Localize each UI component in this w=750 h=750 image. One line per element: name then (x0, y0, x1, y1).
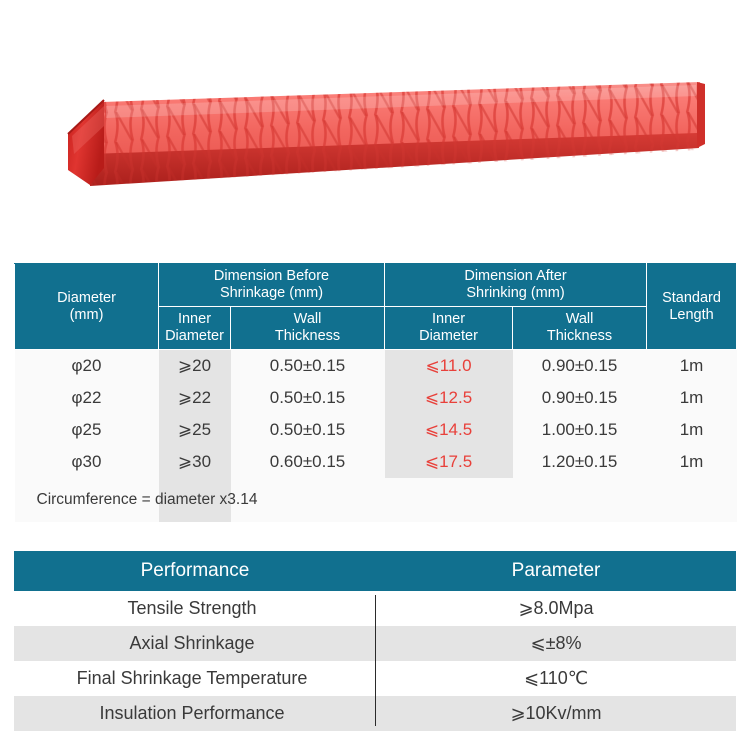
header-performance: Performance (14, 551, 376, 591)
cell-diameter: φ20 (14, 349, 159, 383)
table-row: φ22 ⩾22 0.50±0.15 ⩽12.5 0.90±0.15 1m (14, 382, 737, 415)
list-item: Insulation Performance ⩾10Kv/mm (14, 696, 736, 731)
table-row: φ20 ⩾20 0.50±0.15 ⩽11.0 0.90±0.15 1m (14, 349, 737, 383)
header-dimension-before: Dimension Before Shrinkage (mm) (157, 262, 386, 308)
perf-header-row: Performance Parameter (14, 551, 736, 591)
header-standard-length-line1: Standard (662, 289, 721, 306)
cell-diameter: φ25 (14, 414, 159, 447)
header-diameter-line1: Diameter (57, 289, 116, 306)
cell-wall-before: 0.50±0.15 (230, 414, 385, 447)
table-row: φ25 ⩾25 0.50±0.15 ⩽14.5 1.00±0.15 1m (14, 414, 737, 447)
cell-diameter: φ30 (14, 446, 159, 479)
header-wall-thickness-after: Wall Thickness (512, 306, 648, 351)
heat-shrink-tube-photo (60, 58, 710, 203)
note-filler-3 (512, 478, 647, 523)
note-text: Circumference = diameter x3.14 (14, 478, 257, 523)
cell-inner-before: ⩾30 (158, 446, 231, 479)
perf-value: ⩽110℃ (376, 661, 736, 696)
header-parameter: Parameter (376, 551, 736, 591)
cell-length: 1m (646, 382, 737, 415)
perf-value: ⩽±8% (376, 626, 736, 661)
cell-length: 1m (646, 349, 737, 383)
spec-header-row-1: Diameter (mm) Dimension Before Shrinkage… (14, 262, 738, 351)
list-item: Tensile Strength ⩾8.0Mpa (14, 591, 736, 626)
cell-wall-after: 1.20±0.15 (512, 446, 647, 479)
header-inner-after-line2: Diameter (419, 328, 478, 345)
cell-wall-before: 0.50±0.15 (230, 349, 385, 383)
spec-header-row-2: Inner Diameter Wall Thickness Inner Diam… (15, 306, 737, 351)
list-item: Final Shrinkage Temperature ⩽110℃ (14, 661, 736, 696)
header-inner-after-line1: Inner (431, 311, 466, 328)
cell-inner-after: ⩽14.5 (384, 414, 513, 447)
note-shade-cell (158, 478, 231, 523)
cell-inner-before: ⩾20 (158, 349, 231, 383)
header-inner-diameter-after: Inner Diameter (384, 306, 514, 351)
header-dimension-after: Dimension After Shrinking (mm) (384, 262, 648, 308)
note-filler-2 (384, 478, 513, 523)
performance-table: Performance Parameter Tensile Strength ⩾… (14, 551, 736, 731)
header-inner-before-line2: Diameter (165, 328, 224, 345)
note-filler-1 (230, 478, 385, 523)
list-item: Axial Shrinkage ⩽±8% (14, 626, 736, 661)
cell-diameter: φ22 (14, 382, 159, 415)
header-wall-after-line1: Wall (565, 311, 594, 328)
header-inner-before-line1: Inner (177, 311, 212, 328)
header-wall-before-line2: Thickness (274, 328, 341, 345)
tube-end-highlight (72, 106, 104, 154)
cell-length: 1m (646, 446, 737, 479)
cell-inner-after: ⩽17.5 (384, 446, 513, 479)
tube-left-open-end (68, 100, 104, 185)
specification-table: Diameter (mm) Dimension Before Shrinkage… (14, 262, 738, 523)
tube-right-end (697, 82, 705, 148)
note-filler-4 (646, 478, 737, 523)
cell-length: 1m (646, 414, 737, 447)
header-dimension-after-line2: Shrinking (mm) (466, 285, 565, 302)
header-standard-length: Standard Length (646, 262, 738, 351)
perf-value: ⩾8.0Mpa (376, 591, 736, 626)
perf-name: Tensile Strength (14, 591, 376, 626)
header-wall-thickness-before: Wall Thickness (229, 306, 386, 351)
cell-inner-after: ⩽12.5 (384, 382, 513, 415)
cell-wall-before: 0.50±0.15 (230, 382, 385, 415)
cell-wall-before: 0.60±0.15 (230, 446, 385, 479)
header-diameter-line2: (mm) (69, 306, 104, 323)
cell-inner-after: ⩽11.0 (384, 349, 513, 383)
cell-inner-before: ⩾25 (158, 414, 231, 447)
table-note-row: Circumference = diameter x3.14 (14, 478, 737, 523)
header-dimension-before-line1: Dimension Before (213, 268, 330, 284)
cell-wall-after: 0.90±0.15 (512, 382, 647, 415)
header-dimension-before-line2: Shrinkage (mm) (219, 285, 324, 302)
cell-inner-before: ⩾22 (158, 382, 231, 415)
tube-end-fold (67, 99, 105, 135)
tube-sheen (106, 85, 696, 118)
perf-value: ⩾10Kv/mm (376, 696, 736, 731)
heat-shrink-tube-illustration (67, 82, 705, 186)
cell-wall-after: 1.00±0.15 (512, 414, 647, 447)
table-row: φ30 ⩾30 0.60±0.15 ⩽17.5 1.20±0.15 1m (14, 446, 737, 479)
header-wall-after-line2: Thickness (546, 328, 613, 345)
product-image-area (0, 0, 750, 250)
header-wall-before-line1: Wall (293, 311, 322, 328)
perf-name: Final Shrinkage Temperature (14, 661, 376, 696)
header-inner-diameter-before: Inner Diameter (158, 306, 231, 351)
perf-name: Insulation Performance (14, 696, 376, 731)
header-diameter: Diameter (mm) (14, 262, 159, 351)
cell-wall-after: 0.90±0.15 (512, 349, 647, 383)
header-dimension-after-line1: Dimension After (464, 268, 567, 284)
header-standard-length-line2: Length (669, 306, 714, 323)
perf-name: Axial Shrinkage (14, 626, 376, 661)
